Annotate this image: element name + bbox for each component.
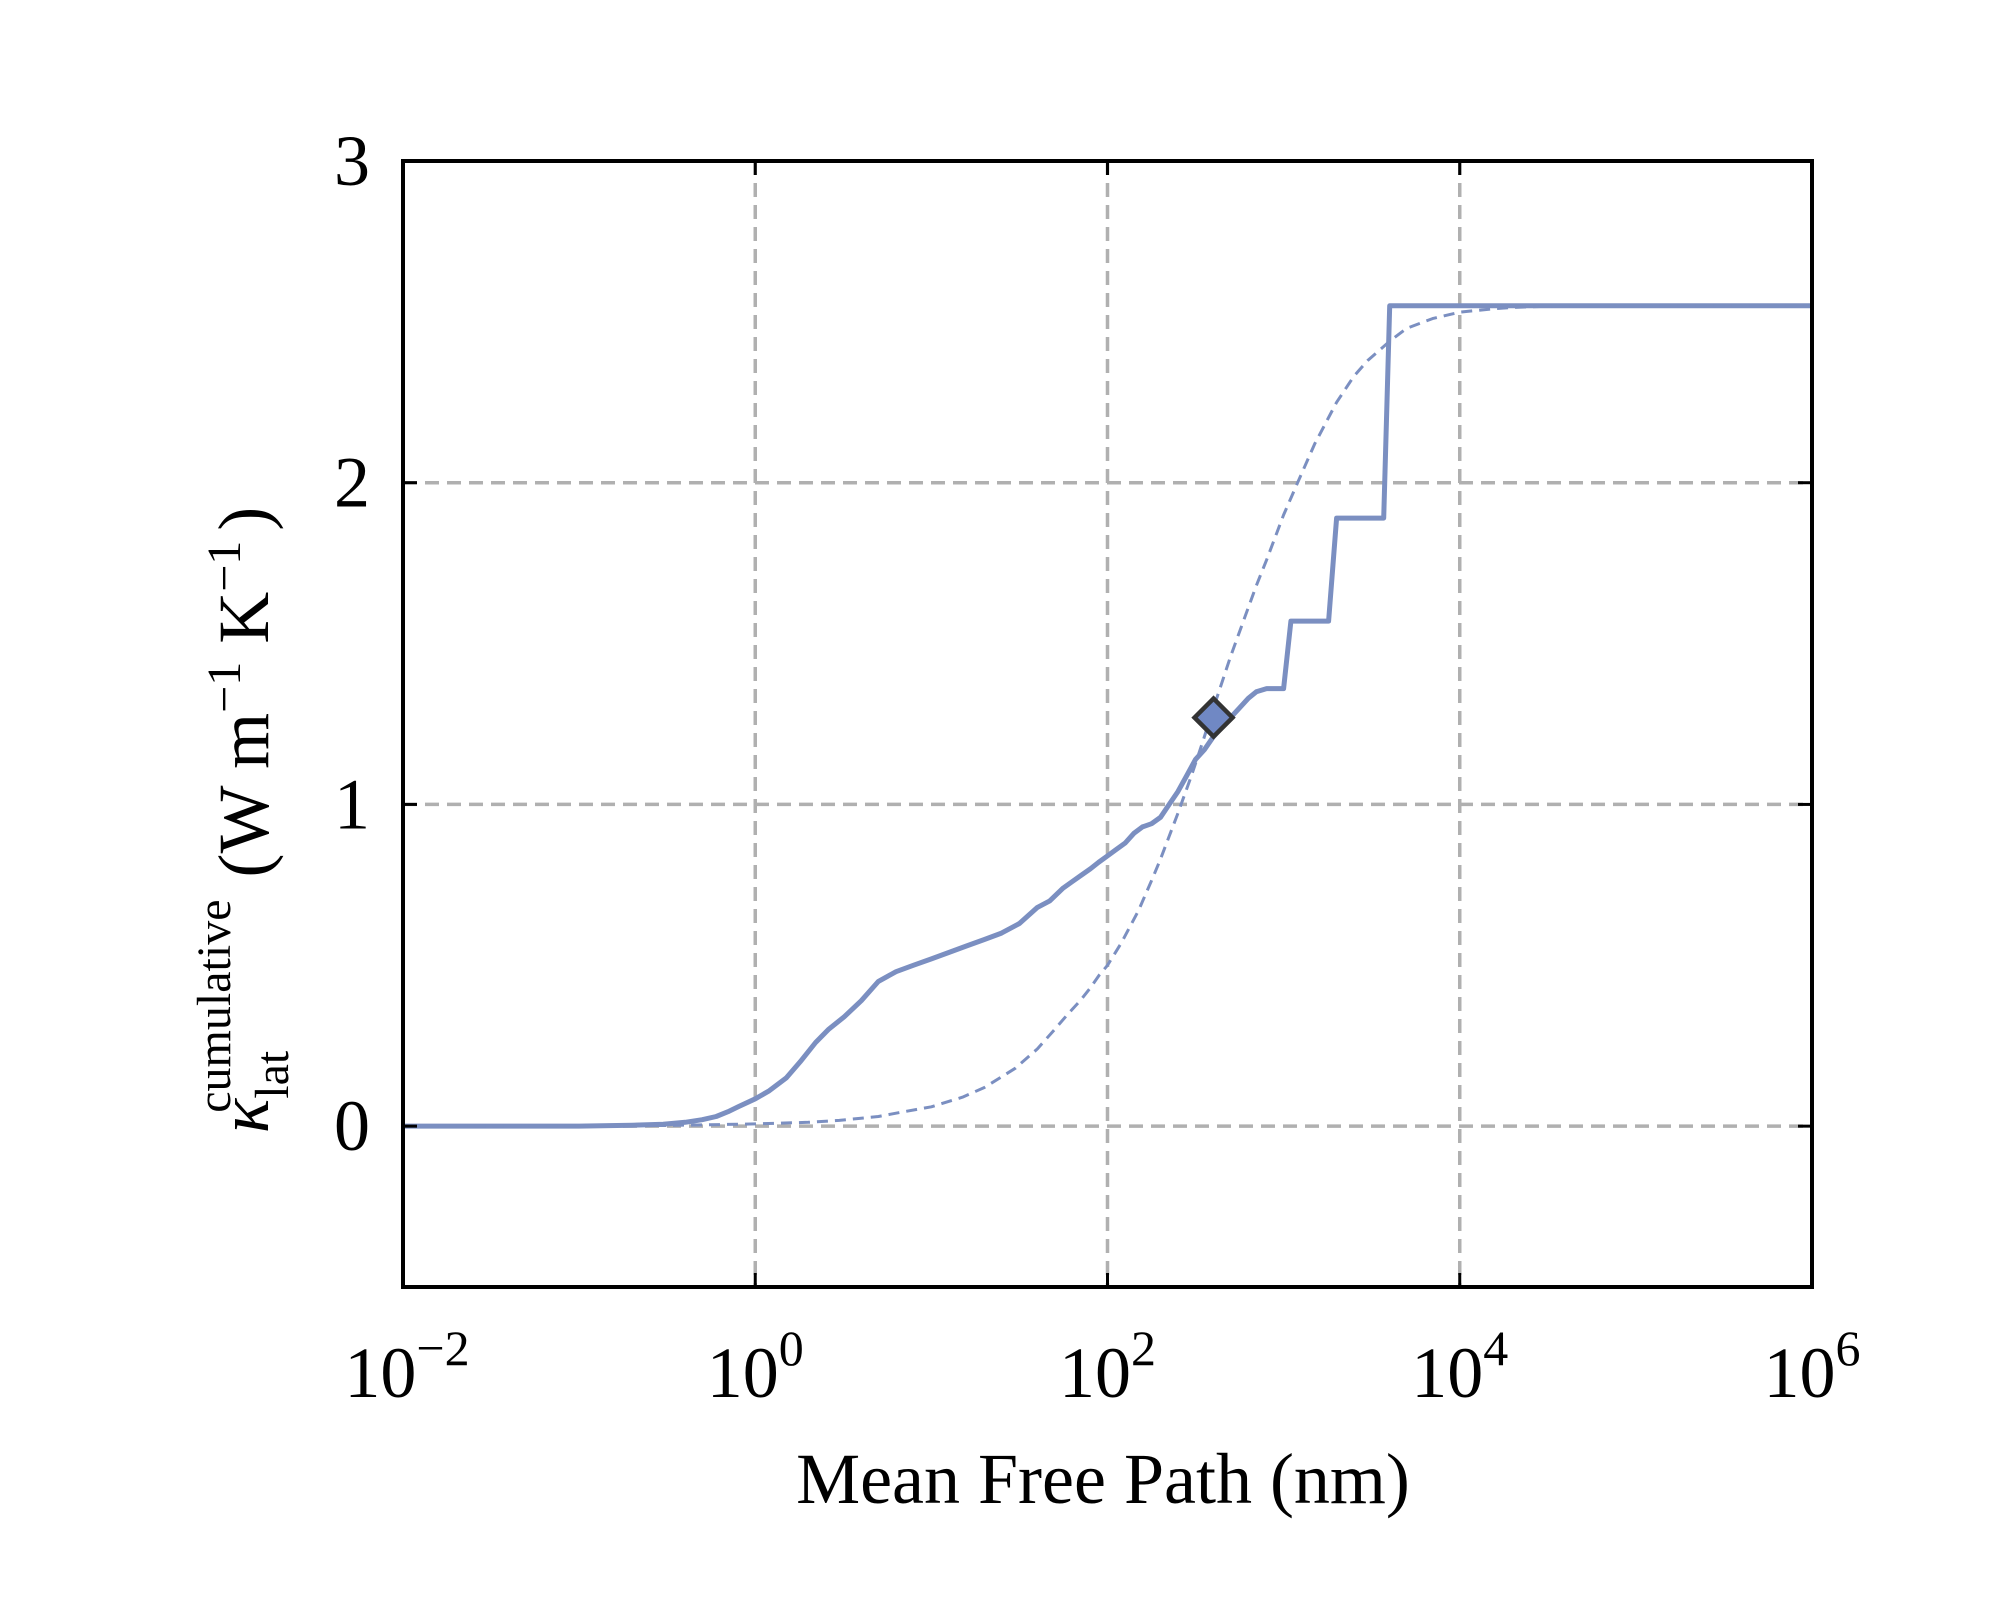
x-axis-title: Mean Free Path (nm) — [796, 1439, 1410, 1519]
x-tick-label-base: 10 — [1059, 1333, 1131, 1413]
x-tick-label: 106 — [1764, 1320, 1861, 1413]
marker-layer — [1191, 695, 1236, 740]
grid-layer — [403, 161, 1812, 1287]
series-line-dashed — [402, 304, 1812, 1128]
x-tick-label-exponent: 0 — [779, 1320, 804, 1376]
x-tick-label: 102 — [1059, 1320, 1156, 1413]
plot-frame — [401, 159, 1814, 1289]
frame-layer — [401, 159, 1814, 1289]
x-tick-label-base: 10 — [344, 1333, 416, 1413]
x-tick-label-exponent: 2 — [1131, 1320, 1156, 1376]
x-tick-label: 100 — [707, 1320, 804, 1413]
y-axis-superscript: cumulative — [188, 899, 241, 1112]
y-axis-units-exp2: −1 — [198, 541, 251, 592]
diamond-marker — [1191, 695, 1236, 740]
y-axis-subscript: lat — [246, 1050, 299, 1099]
y-tick-label: 3 — [334, 121, 370, 201]
x-tick-label-base: 10 — [707, 1333, 779, 1413]
y-tick-label: 1 — [334, 764, 370, 844]
x-tick-label-exponent: 6 — [1836, 1320, 1861, 1376]
x-tick-label: 10−2 — [344, 1320, 469, 1413]
x-tick-label-base: 10 — [1764, 1333, 1836, 1413]
y-axis-units-exp1: −1 — [198, 662, 251, 713]
y-tick-label: 0 — [334, 1086, 370, 1166]
series-line-solid — [403, 303, 1812, 1129]
x-tick-label: 104 — [1411, 1320, 1508, 1413]
x-tick-label-exponent: 4 — [1483, 1320, 1508, 1376]
y-axis-units-mid: K — [204, 592, 284, 662]
y-axis-symbol: κ — [204, 1097, 284, 1133]
y-axis-units: (W m — [204, 713, 284, 878]
y-tick-label: 2 — [334, 443, 370, 523]
x-tick-label-exponent: −2 — [416, 1320, 469, 1376]
y-axis-title: κlatcumulative(W m−1 K−1) — [188, 507, 299, 1134]
x-tick-label-base: 10 — [1411, 1333, 1483, 1413]
series-layer — [402, 303, 1812, 1129]
y-axis-units-close: ) — [204, 507, 284, 531]
